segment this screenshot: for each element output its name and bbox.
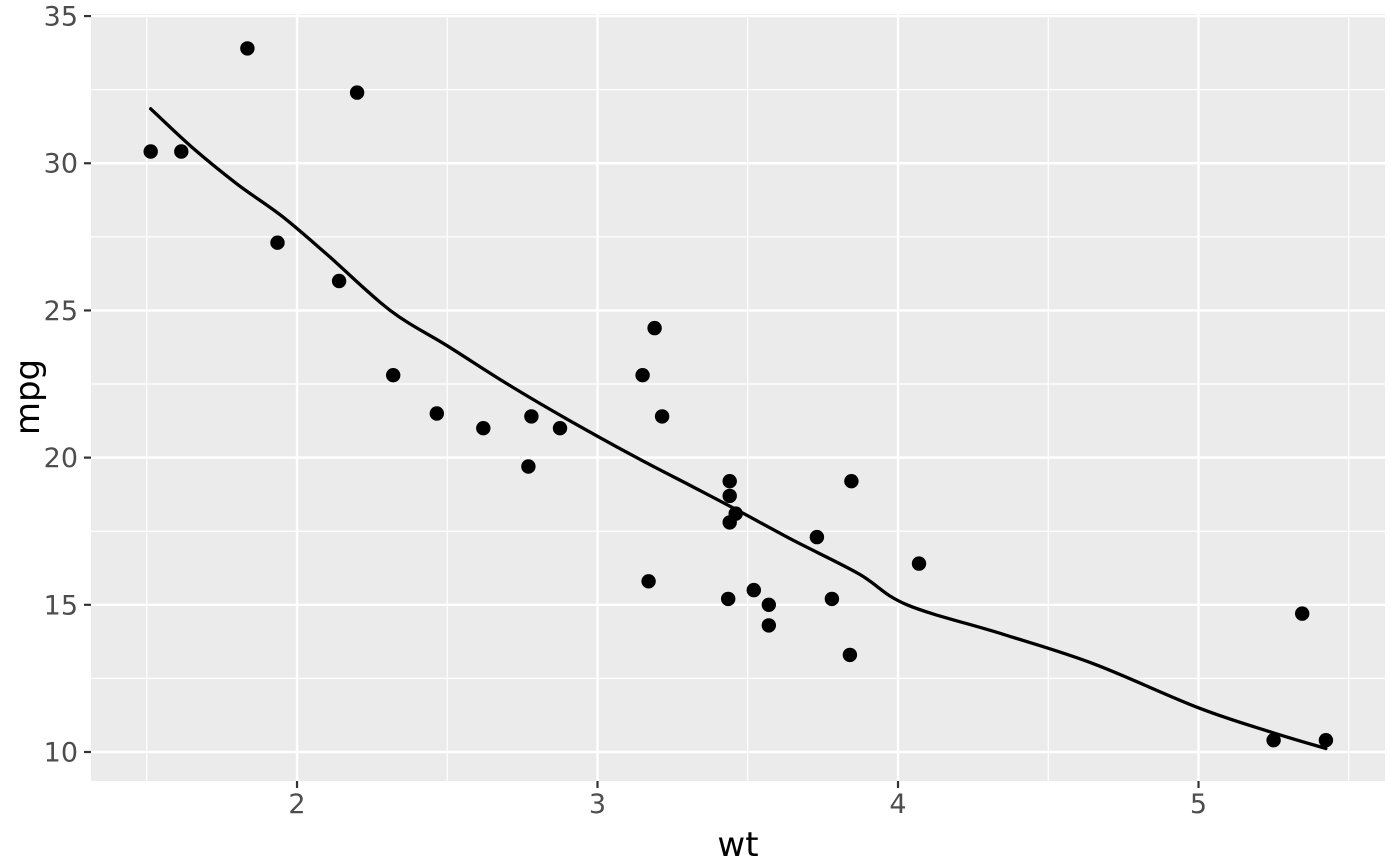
data-point <box>722 474 737 489</box>
x-axis-tick-label: 4 <box>889 789 906 820</box>
data-point <box>476 421 491 436</box>
data-point <box>809 529 825 545</box>
data-point <box>635 368 650 383</box>
data-point <box>842 647 858 663</box>
data-point <box>911 556 927 571</box>
data-point <box>270 235 285 250</box>
data-point <box>761 597 776 612</box>
data-point <box>824 591 840 607</box>
data-point <box>722 515 737 530</box>
data-point <box>386 368 401 383</box>
data-point <box>1266 733 1281 748</box>
x-axis-title: wt <box>717 825 759 865</box>
data-point <box>722 488 737 504</box>
data-point <box>746 582 761 598</box>
y-axis-title: mpg <box>8 358 48 436</box>
data-point <box>654 409 670 424</box>
data-point <box>174 144 189 159</box>
data-point <box>240 41 255 56</box>
data-point <box>143 144 158 159</box>
x-axis-tick-label: 5 <box>1190 789 1207 820</box>
x-axis-tick-label: 3 <box>589 789 606 820</box>
data-point <box>349 85 365 100</box>
data-point <box>552 421 568 436</box>
y-axis-tick-label: 10 <box>44 738 78 769</box>
data-point <box>721 591 736 607</box>
plot-panel-background <box>91 14 1385 781</box>
y-axis-tick-label: 30 <box>44 149 78 180</box>
y-axis-tick-label: 35 <box>44 2 78 33</box>
data-point <box>429 406 444 421</box>
data-point <box>521 459 536 474</box>
data-point <box>647 320 662 336</box>
data-point <box>1295 606 1310 621</box>
smooth-trend-line <box>149 107 1328 751</box>
data-point <box>761 618 776 633</box>
data-point <box>1318 733 1334 748</box>
y-axis-tick-label: 25 <box>44 296 78 327</box>
x-axis-tick-label: 2 <box>288 789 305 820</box>
data-point <box>844 474 859 489</box>
data-point <box>641 574 656 589</box>
data-point <box>524 409 539 424</box>
data-point <box>331 273 347 289</box>
y-axis-tick-label: 15 <box>44 590 78 621</box>
y-axis-tick-label: 20 <box>44 443 78 474</box>
